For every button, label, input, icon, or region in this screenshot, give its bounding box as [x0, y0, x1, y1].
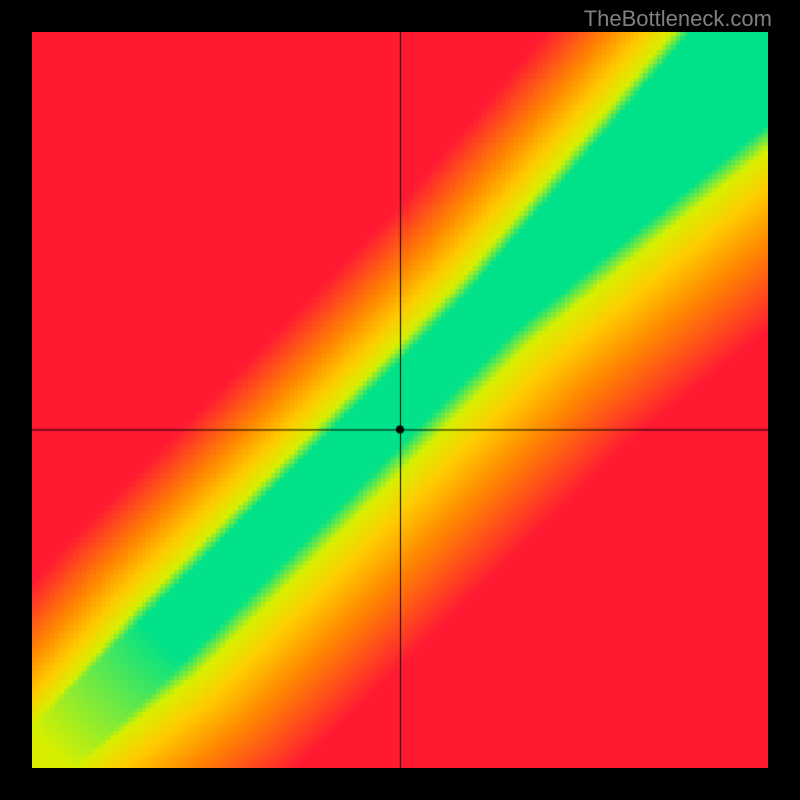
heatmap-plot: [32, 32, 768, 768]
watermark-text: TheBottleneck.com: [584, 6, 772, 32]
heatmap-canvas: [32, 32, 768, 768]
